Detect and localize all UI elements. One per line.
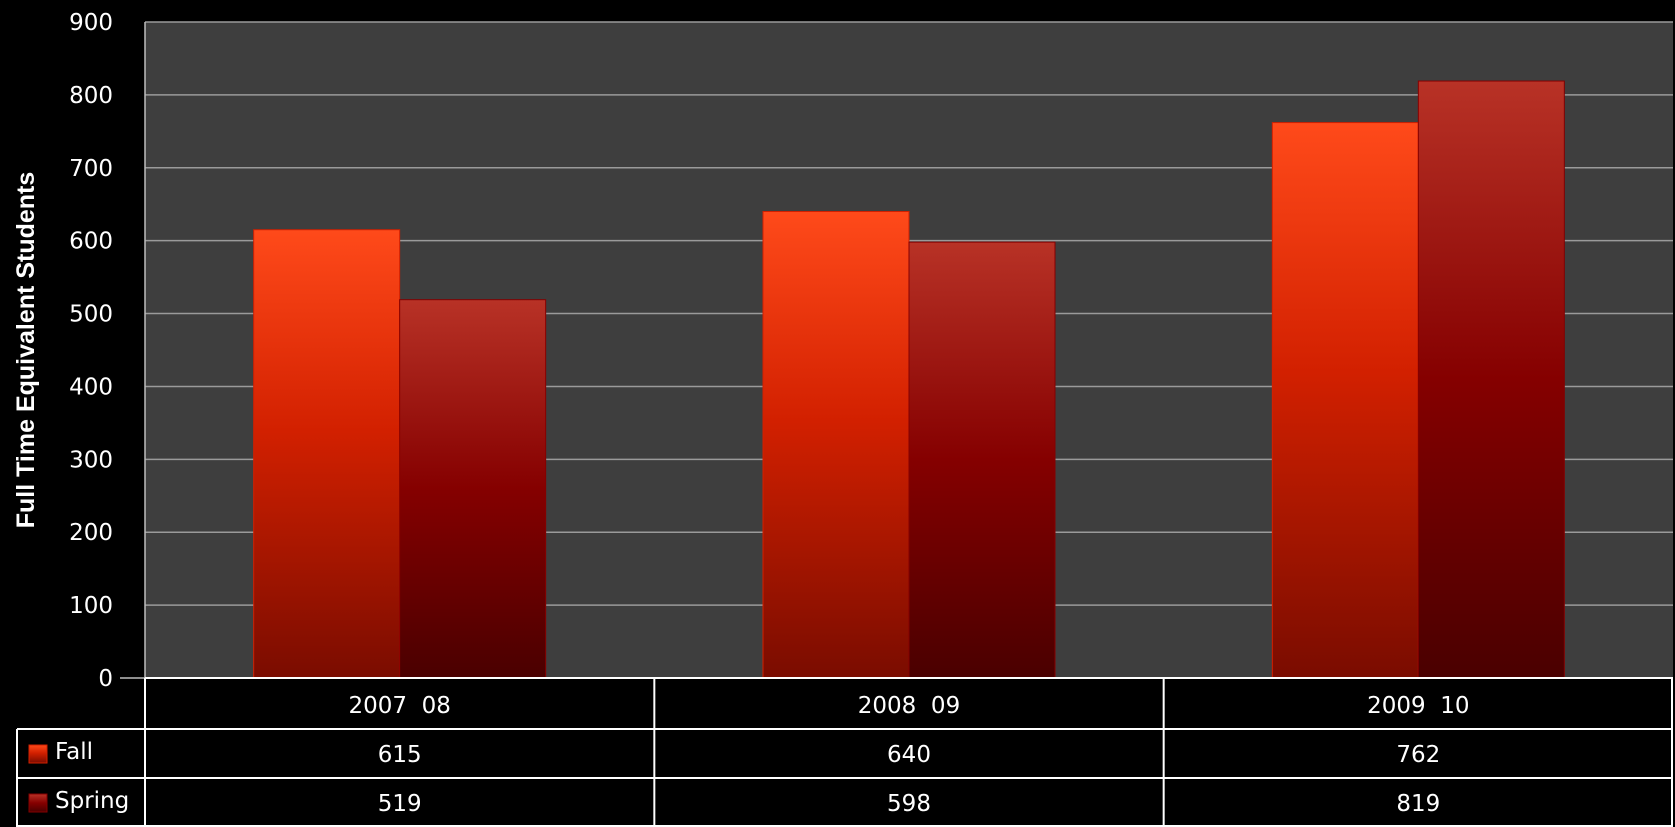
data-label: 519 (378, 791, 422, 817)
data-label: 762 (1396, 742, 1440, 768)
data-label: 598 (887, 791, 931, 817)
legend-key-fall (28, 744, 48, 764)
bar-spring-0 (399, 299, 547, 679)
category-label: 2008 09 (858, 693, 960, 719)
legend-label-spring: Spring (55, 788, 129, 814)
y-tick-label: 800 (69, 83, 113, 109)
y-axis-label: Full Time Equivalent Students (12, 172, 40, 529)
data-label: 640 (887, 742, 931, 768)
bars (253, 80, 1565, 679)
legend-key-spring (28, 793, 48, 813)
y-tick-label: 500 (69, 302, 113, 328)
bar-fall-0 (253, 229, 401, 679)
bar-spring-2 (1417, 80, 1565, 679)
y-tick-label: 600 (69, 229, 113, 255)
legend-label-fall: Fall (55, 739, 93, 765)
y-tick-label: 400 (69, 374, 113, 400)
bar-fall-1 (762, 211, 910, 679)
bar-fall-2 (1271, 122, 1419, 679)
y-tick-label: 0 (98, 666, 113, 692)
y-tick-label: 700 (69, 156, 113, 182)
category-label: 2007 08 (348, 693, 450, 719)
y-axis-ticks: 0 100 200 300 400 500 600 700 800 900 (69, 10, 113, 692)
y-tick-label: 200 (69, 520, 113, 546)
data-label: 615 (378, 742, 422, 768)
data-label: 819 (1396, 791, 1440, 817)
y-tick-label: 100 (69, 593, 113, 619)
y-tick-label: 900 (69, 10, 113, 36)
bar-spring-1 (908, 241, 1056, 679)
category-label: 2009 10 (1367, 693, 1469, 719)
y-tick-label: 300 (69, 447, 113, 473)
data-table: 2007 08 2008 09 2009 10 Fall 615 640 762 Spring… (16, 677, 1673, 827)
